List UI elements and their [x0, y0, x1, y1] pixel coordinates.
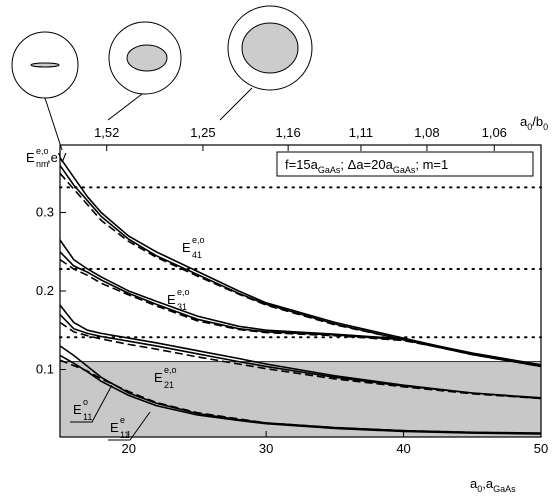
- curve-annotation-part: E: [182, 240, 191, 255]
- series-line: [59, 321, 542, 400]
- inset-core: [126, 44, 168, 72]
- curve-annotation-part: 21: [164, 380, 174, 390]
- series-line: [59, 258, 542, 367]
- curve-annotation-part: 11: [120, 430, 129, 440]
- curve-annotation-part: E: [73, 402, 82, 417]
- y-axis-label-part: E: [26, 150, 35, 165]
- top-tick-label: 1,25: [190, 125, 215, 140]
- curve-annotation-part: 41: [192, 250, 202, 260]
- top-axis-label: a0/b0: [520, 114, 548, 132]
- x-axis-label: a0,aGaAs: [470, 476, 516, 494]
- inset-arrow: [219, 87, 253, 121]
- x-tick-label: 50: [534, 441, 548, 456]
- curve-annotation-part: E: [154, 370, 163, 385]
- x-axis-label-part: 0: [477, 484, 482, 494]
- curve-annotation-part: e,o: [192, 235, 205, 245]
- x-axis-label-part: GaAs: [493, 484, 516, 494]
- info-box-label-part: f=15a: [285, 157, 319, 172]
- curve-annotation-part: E: [110, 420, 119, 435]
- info-box-label-part: ; Δa=20a: [340, 157, 393, 172]
- top-axis-label-part: 0: [543, 122, 548, 132]
- top-tick-label: 1,16: [275, 125, 300, 140]
- annotation-leader: [108, 411, 151, 441]
- curve-annotation-part: E: [167, 292, 176, 307]
- annotation-leader: [70, 384, 113, 423]
- x-axis-label-part: ,a: [482, 476, 494, 491]
- info-box-label: f=15aGaAs; Δa=20aGaAs; m=1: [285, 157, 448, 175]
- x-axis-label-part: a: [470, 476, 478, 491]
- y-axis-label-part: ,eV: [47, 150, 67, 165]
- top-tick-label: 1,52: [94, 125, 119, 140]
- y-tick-label: 0.3: [36, 205, 54, 220]
- series-line: [59, 359, 542, 435]
- series-line: [59, 239, 542, 366]
- info-box: [276, 151, 534, 177]
- curve-annotation-part: 31: [177, 302, 187, 312]
- x-tick-label: 30: [259, 441, 273, 456]
- curve-annotation-part: e: [120, 415, 125, 425]
- curve-annotation-part: e,o: [177, 287, 190, 297]
- series-line: [59, 251, 542, 367]
- y-tick-label: 0.2: [36, 283, 54, 298]
- info-box-label-part: GaAs: [393, 165, 416, 175]
- y-axis-label-part: nm: [36, 159, 49, 169]
- top-axis-label-part: a: [520, 114, 528, 129]
- top-axis-label-part: 0: [527, 122, 532, 132]
- info-box-label-part: ; m=1: [415, 157, 448, 172]
- y-axis-label-part: e,o: [36, 146, 49, 156]
- curve-annotation-part: e,o: [164, 365, 177, 375]
- insets: [11, 5, 313, 151]
- y-tick-label: 0.1: [36, 361, 54, 376]
- inset-core: [241, 22, 299, 74]
- x-tick-label: 20: [121, 441, 135, 456]
- top-tick-label: 1,11: [349, 125, 373, 140]
- x-tick-label: 40: [396, 441, 410, 456]
- inset-arrow: [107, 93, 143, 121]
- inset-core: [30, 62, 60, 68]
- inset-arrow: [44, 97, 63, 151]
- info-box-label-part: GaAs: [318, 165, 341, 175]
- top-tick-label: 1,06: [482, 125, 507, 140]
- curve-annotation-part: 11: [83, 412, 92, 422]
- top-axis-label-part: /b: [532, 114, 543, 129]
- top-tick-label: 1,08: [414, 125, 439, 140]
- curve-annotation-part: o: [83, 397, 88, 407]
- series-line: [59, 164, 542, 368]
